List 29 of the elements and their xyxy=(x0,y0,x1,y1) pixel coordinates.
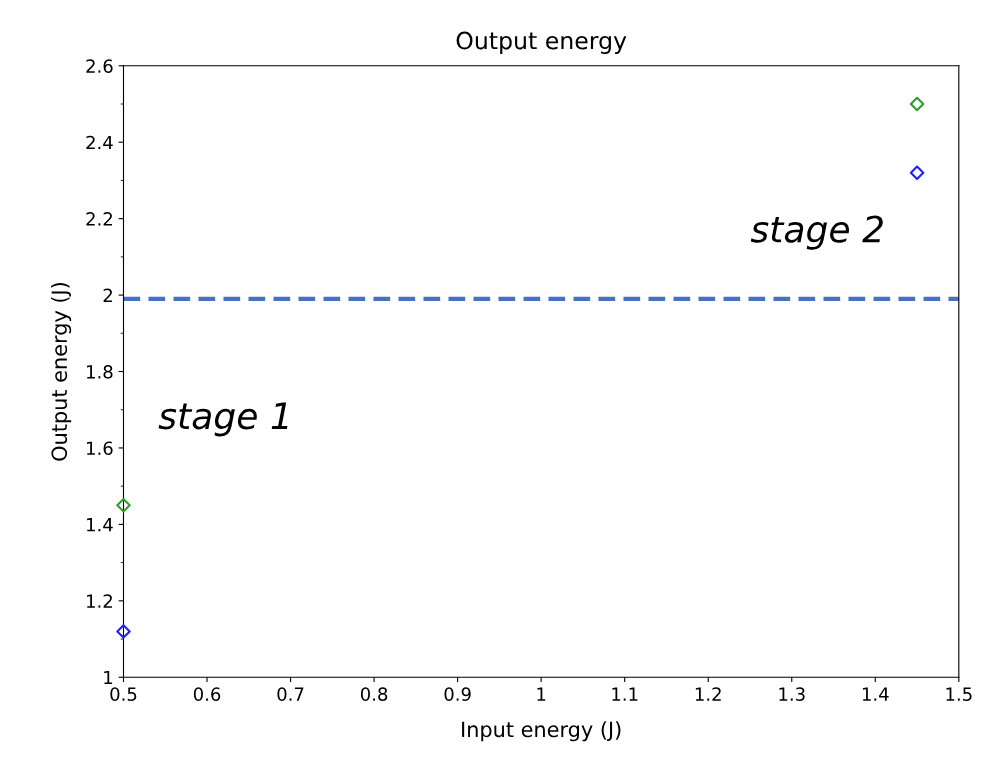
x-tick-label: 0.6 xyxy=(193,687,221,701)
y-tick-label: 2.2 xyxy=(86,212,112,226)
y-tick-label: 2 xyxy=(103,288,112,302)
point xyxy=(116,498,131,513)
point xyxy=(116,624,131,639)
annotation: stage 1 xyxy=(158,402,288,437)
x-tick-label: 0.7 xyxy=(277,687,304,701)
x-tick-label: 0.9 xyxy=(444,687,471,701)
x-tick-label: 1.2 xyxy=(695,687,721,701)
y-tick-label: 1.4 xyxy=(87,518,113,532)
y-axis-title: Output energy (J) xyxy=(51,283,72,461)
y-tick-label: 2.4 xyxy=(86,135,113,150)
x-axis-title: Input energy (J) xyxy=(462,721,621,742)
x-tick-label: 0.5 xyxy=(110,687,137,701)
y-tick-label: 2.6 xyxy=(86,59,113,73)
point xyxy=(909,96,925,112)
x-tick-label: 0.8 xyxy=(360,687,388,701)
y-tick-label: 1 xyxy=(104,670,113,685)
y-tick-label: 1.2 xyxy=(87,594,112,608)
x-tick-label: 1.5 xyxy=(946,687,972,701)
x-tick-label: 1.3 xyxy=(779,687,805,701)
y-tick-label: 1.8 xyxy=(87,364,113,379)
y-tick-label: 1.6 xyxy=(87,441,113,456)
point xyxy=(909,165,925,181)
x-tick-label: 1 xyxy=(537,687,546,701)
chart-title: Output energy xyxy=(456,31,627,55)
annotation: stage 2 xyxy=(750,215,883,250)
x-tick-label: 1.1 xyxy=(612,687,638,701)
x-tick-label: 1.4 xyxy=(862,687,889,701)
